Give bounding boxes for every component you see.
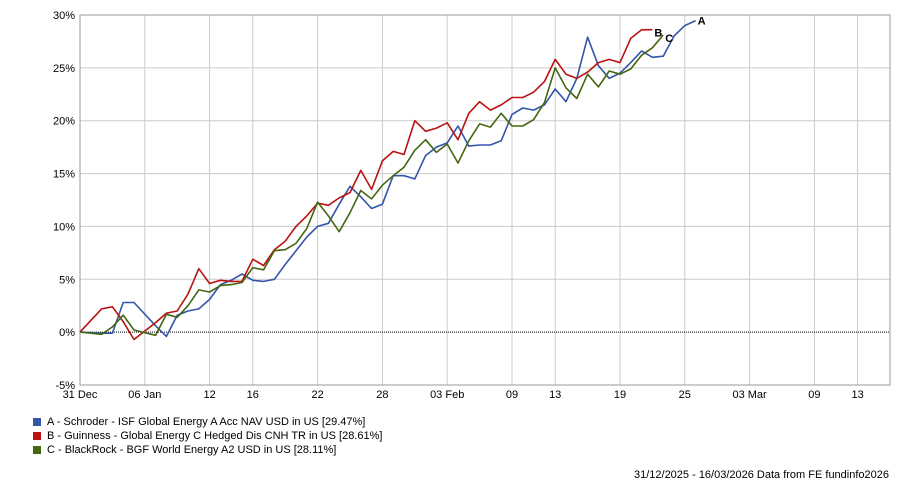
series-line-c — [79, 34, 664, 337]
x-tick-label: 09 — [506, 389, 518, 401]
legend-swatch-b — [33, 432, 41, 440]
series-end-label-c: C — [665, 33, 673, 45]
legend-item-a: A - Schroder - ISF Global Energy A Acc N… — [33, 415, 382, 429]
series-line-a — [79, 19, 696, 338]
x-tick-label: 16 — [247, 389, 259, 401]
y-tick-label: 30% — [53, 10, 75, 22]
legend-swatch-c — [33, 446, 41, 454]
x-tick-label: 12 — [203, 389, 215, 401]
x-tick-label: 19 — [614, 389, 626, 401]
series-layer — [79, 19, 696, 341]
y-tick-label: 10% — [53, 221, 75, 233]
end-label-layer: A B C — [654, 16, 705, 45]
legend-label-c: C - BlackRock - BGF World Energy A2 USD … — [47, 444, 337, 456]
plot-border — [79, 14, 891, 386]
series-end-label-b: B — [654, 28, 662, 40]
legend: A - Schroder - ISF Global Energy A Acc N… — [33, 415, 382, 457]
y-tick-label: 20% — [53, 116, 75, 128]
x-tick-label: 03 Feb — [430, 389, 464, 401]
footer-source: 31/12/2025 - 16/03/2026 Data from FE fun… — [633, 469, 889, 481]
axis-layer: -5% 0% 5% 10% 15% 20% 25% 30% 31 Dec 06 Jan 12 16 22… — [53, 10, 891, 401]
x-tick-label: 28 — [376, 389, 388, 401]
y-tick-label: -5% — [55, 380, 75, 392]
x-tick-label: 22 — [311, 389, 323, 401]
x-tick-label: 09 — [808, 389, 820, 401]
grid-layer — [79, 14, 890, 386]
legend-item-b: B - Guinness - Global Energy C Hedged Di… — [33, 429, 382, 443]
x-tick-label: 13 — [851, 389, 863, 401]
legend-label-a: A - Schroder - ISF Global Energy A Acc N… — [47, 416, 366, 428]
y-tick-label: 5% — [59, 274, 75, 286]
legend-swatch-a — [33, 418, 41, 426]
y-tick-label: 15% — [53, 169, 75, 181]
legend-item-c: C - BlackRock - BGF World Energy A2 USD … — [33, 443, 382, 457]
y-tick-label: 0% — [59, 327, 75, 339]
x-tick-label: 13 — [549, 389, 561, 401]
legend-label-b: B - Guinness - Global Energy C Hedged Di… — [47, 430, 383, 442]
x-tick-label: 25 — [679, 389, 691, 401]
series-end-label-a: A — [698, 16, 706, 28]
series-line-b — [79, 28, 653, 341]
x-tick-label: 03 Mar — [732, 389, 767, 401]
y-tick-label: 25% — [53, 63, 75, 75]
x-tick-label: 31 Dec — [63, 389, 98, 401]
x-tick-label: 06 Jan — [128, 389, 161, 401]
